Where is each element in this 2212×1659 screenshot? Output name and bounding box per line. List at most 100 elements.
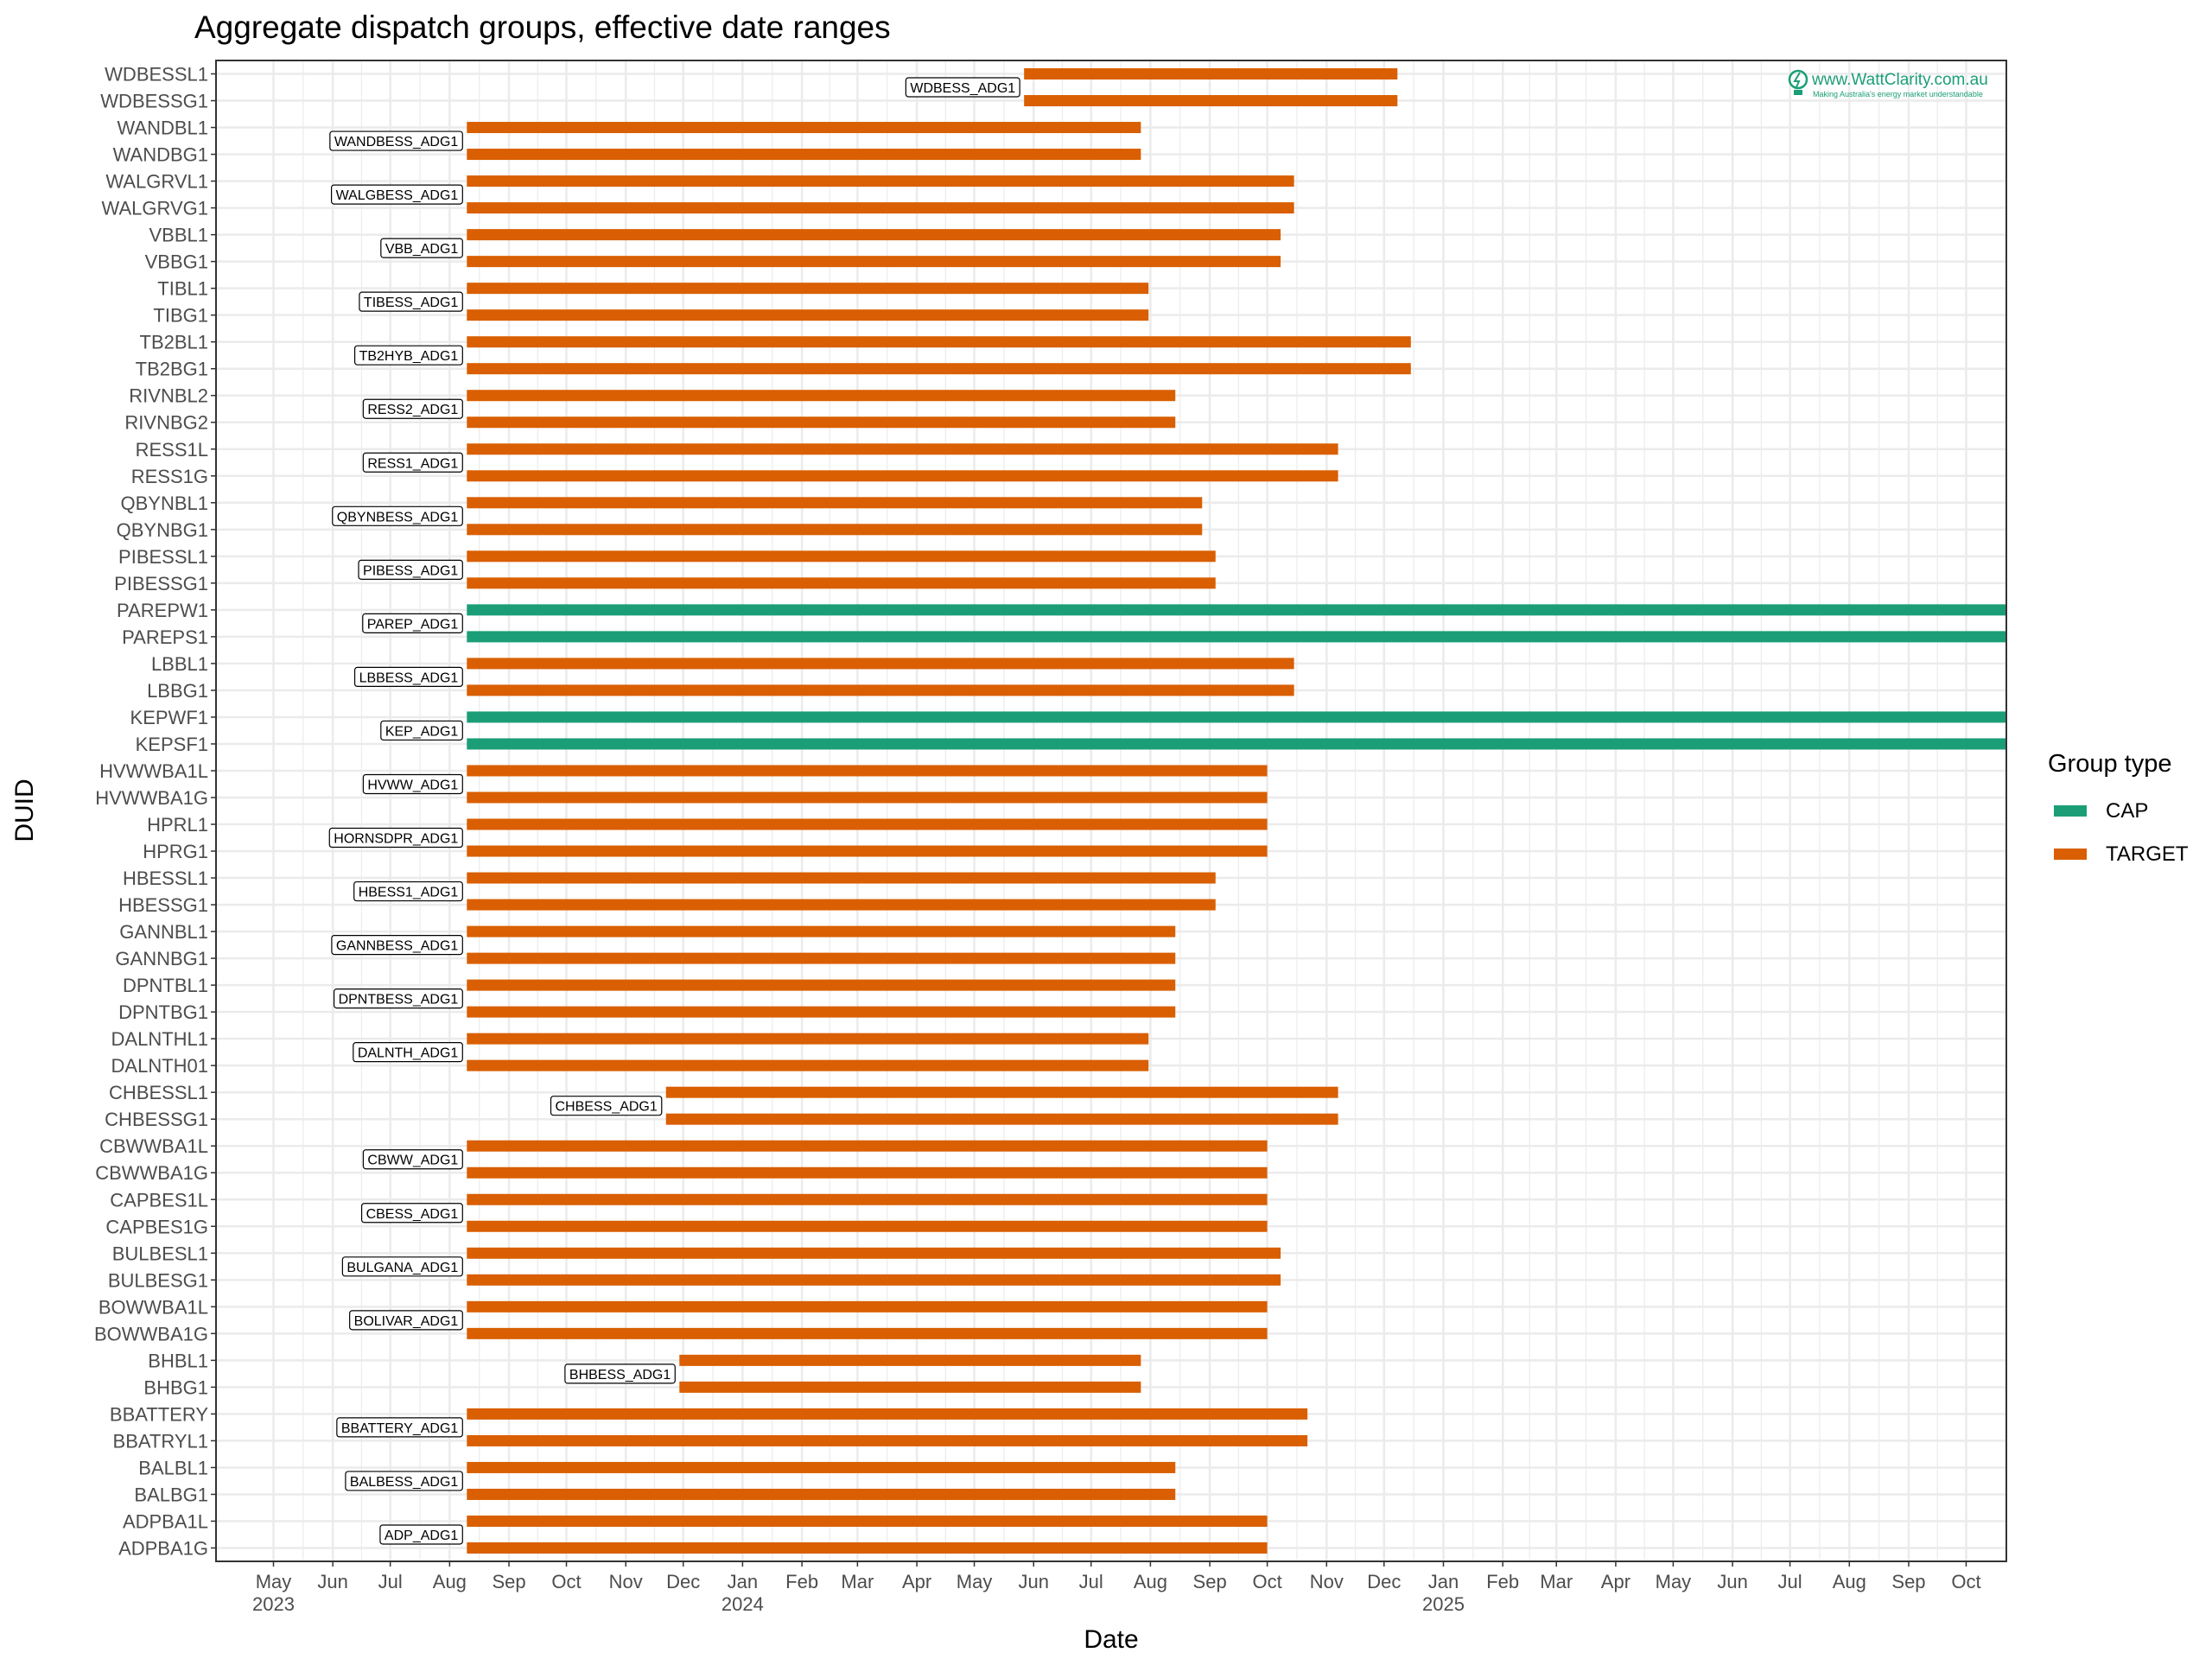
x-tick-label: Jan	[1428, 1571, 1459, 1592]
x-tick-label: Jun	[317, 1571, 347, 1592]
x-tick-label: Apr	[902, 1571, 931, 1592]
y-tick-label: BBATTERY	[110, 1403, 208, 1425]
group-label: HORNSDPR_ADG1	[328, 827, 463, 849]
group-label: BHBESS_ADG1	[564, 1363, 676, 1384]
x-tick-label: May	[1656, 1571, 1692, 1592]
group-label-text: WANDBESS_ADG1	[334, 135, 459, 149]
group-label: DPNTBESS_ADG1	[333, 988, 463, 1009]
group-label: BOLIVAR_ADG1	[349, 1310, 463, 1331]
x-tick-label: Mar	[841, 1571, 874, 1592]
x-tick-label: Sep	[492, 1571, 525, 1592]
bar-walgrvl1	[467, 175, 1294, 188]
y-tick-label: BOWWBA1L	[99, 1296, 208, 1318]
y-tick-label: WANDBL1	[117, 118, 208, 139]
x-tick-label: Jun	[1717, 1571, 1747, 1592]
y-tick-label: BULBESG1	[108, 1269, 208, 1291]
bar-bhbg1	[679, 1381, 1141, 1393]
bar-ress1g	[467, 470, 1338, 482]
bar-rivnbl2	[467, 390, 1176, 402]
lightbulb-icon	[1788, 69, 1808, 95]
x-tick-label: May	[957, 1571, 993, 1592]
y-tick-label: BBATRYL1	[113, 1430, 208, 1452]
group-label-text: CHBESS_ADG1	[556, 1100, 658, 1115]
bar-bulbesl1	[467, 1247, 1281, 1259]
x-tick-year: 2025	[1422, 1593, 1465, 1615]
group-label-box	[362, 1149, 463, 1170]
group-label: WANDBESS_ADG1	[329, 130, 463, 151]
bar-balbg1	[467, 1488, 1176, 1500]
y-tick-label: WALGRVL1	[105, 171, 208, 193]
y-tick-label: WDBESSG1	[100, 91, 208, 112]
group-label-box	[564, 1363, 676, 1384]
y-tick-label: BOWWBA1G	[94, 1323, 208, 1344]
bar-ress1l	[467, 443, 1338, 455]
x-tick-label: Jul	[1079, 1571, 1103, 1592]
y-tick-label: RIVNBL2	[129, 385, 208, 407]
bar-tb2bl1	[467, 336, 1411, 348]
group-label-box	[380, 238, 463, 258]
bar-hvwwba1g	[467, 791, 1268, 804]
y-tick-label: WALGRVG1	[102, 198, 208, 219]
y-tick-label: BHBG1	[143, 1376, 208, 1398]
group-label: LBBESS_ADG1	[353, 666, 463, 688]
bar-tb2bg1	[467, 363, 1411, 375]
group-label: TB2HYB_ADG1	[353, 345, 463, 365]
y-tick-label: BHBL1	[148, 1350, 208, 1371]
x-tick-label: Feb	[1486, 1571, 1519, 1592]
group-label: PAREP_ADG1	[362, 613, 463, 633]
bar-adpba1g	[467, 1541, 1268, 1554]
bar-hvwwba1l	[467, 765, 1268, 777]
group-label-box	[333, 988, 463, 1009]
bar-hprl1	[467, 818, 1268, 830]
y-tick-label: HPRG1	[143, 841, 208, 862]
bar-gannbg1	[467, 952, 1176, 964]
y-tick-label: RESS1G	[131, 466, 208, 487]
legend-label-target: TARGET	[2106, 842, 2189, 866]
group-label-box	[353, 666, 463, 688]
group-label-text: CBESS_ADG1	[366, 1207, 459, 1222]
y-tick-label: LBBG1	[147, 680, 208, 702]
y-tick-label: CAPBES1G	[105, 1216, 208, 1237]
y-tick-label: TB2BG1	[136, 359, 208, 380]
x-tick-label: Nov	[1310, 1571, 1344, 1592]
group-label: DALNTH_ADG1	[353, 1042, 463, 1063]
group-label-text: DPNTBESS_ADG1	[339, 993, 459, 1007]
group-label: RESS1_ADG1	[362, 452, 463, 473]
x-tick-label: Apr	[1601, 1571, 1630, 1592]
bar-vbbg1	[467, 256, 1281, 268]
group-labels: WDBESS_ADG1 WANDBESS_ADG1 WALGBESS_ADG1 VBB…	[328, 77, 1020, 1545]
group-label-box	[341, 1256, 463, 1277]
y-tick-label: TB2BL1	[140, 332, 209, 353]
bar-hbessl1	[467, 872, 1216, 884]
bars	[467, 68, 2007, 1554]
bar-pibessl1	[467, 550, 1216, 563]
y-tick-label: RIVNBG2	[124, 412, 208, 434]
group-label-text: CBWW_ADG1	[367, 1154, 458, 1168]
bar-pibessg1	[467, 577, 1216, 589]
bar-bbatryl1	[467, 1434, 1308, 1446]
y-tick-label: CBWWBA1L	[99, 1135, 208, 1157]
bar-kepwf1	[467, 711, 2007, 723]
y-axis-title: DUID	[10, 779, 39, 842]
bar-bulbesg1	[467, 1274, 1281, 1286]
group-label-text: BBATTERY_ADG1	[341, 1421, 459, 1436]
group-label: HBESS1_ADG1	[353, 880, 463, 902]
y-tick-label: HVWWBA1G	[95, 787, 208, 809]
group-label-box	[353, 880, 463, 902]
group-label: BULGANA_ADG1	[341, 1256, 463, 1277]
y-axis-ticks: WDBESSL1 WDBESSG1 WANDBL1 WANDBG1 WALGRVL1 WA…	[94, 64, 216, 1559]
bar-rivnbg2	[467, 416, 1176, 429]
group-label-text: VBB_ADG1	[385, 242, 459, 257]
group-label: TIBESS_ADG1	[359, 291, 463, 312]
bar-cbwwba1l	[467, 1140, 1268, 1152]
bar-dalnthl1	[467, 1033, 1149, 1045]
bar-capbes1g	[467, 1220, 1268, 1232]
group-label-text: RESS1_ADG1	[367, 456, 458, 471]
bar-wdbessg1	[1024, 95, 1398, 107]
bar-capbes1l	[467, 1193, 1268, 1205]
y-tick-label: GANNBL1	[119, 921, 208, 943]
group-label-box	[362, 452, 463, 473]
bar-balbl1	[467, 1461, 1176, 1473]
